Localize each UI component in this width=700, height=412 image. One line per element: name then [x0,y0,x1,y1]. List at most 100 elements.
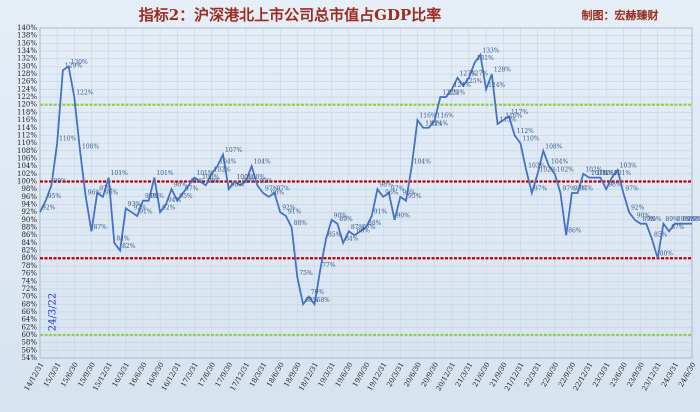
value-label: 68% [317,297,331,304]
value-label: 87% [93,224,107,231]
value-label: 97% [265,186,279,193]
value-label: 97% [276,186,290,193]
value-label: 112% [517,128,534,135]
value-label: 110% [522,136,539,143]
value-label: 103% [528,162,545,169]
value-label: 124% [454,82,471,89]
value-label: 100% [202,174,219,181]
y-tick-label: 100% [17,177,37,185]
value-label: 82% [122,243,136,250]
value-label: 102% [557,166,574,173]
value-label: 102% [585,166,602,173]
plot-frame [39,27,693,359]
y-tick-label: 102% [17,170,37,178]
value-label: 95% [48,193,62,200]
y-tick-label: 118% [17,108,37,116]
value-label: 101% [196,170,213,177]
value-label: 115% [500,116,517,123]
value-label: 99% [259,178,273,185]
value-label: 96% [105,189,119,196]
value-label: 97% [580,186,594,193]
value-label: 101% [597,170,614,177]
value-label: 114% [425,120,442,127]
y-tick-label: 138% [17,32,37,40]
value-label: 127% [460,70,477,77]
y-tick-label: 106% [17,154,37,162]
value-label: 97% [625,186,639,193]
value-label: 90% [334,212,348,219]
value-label: 99% [208,178,222,185]
value-label: 89% [648,216,662,223]
y-tick-label: 136% [17,39,37,47]
y-tick-label: 124% [17,85,37,93]
value-label: 101% [111,170,128,177]
value-label: 87% [351,224,365,231]
value-label: 124% [488,82,505,89]
y-tick-label: 98% [21,185,37,193]
value-label: 116% [437,113,454,120]
value-label: 102% [214,166,231,173]
value-label: 103% [620,162,637,169]
y-tick-label: 84% [21,239,37,247]
y-tick-label: 80% [21,254,37,262]
y-tick-label: 60% [21,331,37,339]
y-tick-label: 62% [21,323,37,331]
series-line [39,52,692,307]
value-label: 96% [88,189,102,196]
value-label: 108% [545,143,562,150]
value-label: 122% [76,90,93,97]
value-label: 98% [231,182,245,189]
y-tick-label: 88% [21,224,37,232]
y-tick-label: 56% [21,346,37,354]
y-tick-label: 64% [21,316,37,324]
value-label: 101% [614,170,631,177]
chart-title: 指标2：沪深港北上市公司总市值占GDP比率 [139,6,442,24]
value-label: 100% [236,174,253,181]
value-label: 96% [271,189,285,196]
y-tick-label: 94% [21,201,37,209]
y-tick-label: 76% [21,270,37,278]
value-label: 122% [448,90,465,97]
value-label: 104% [219,159,236,166]
y-tick-label: 86% [21,231,37,239]
value-label: 92% [134,205,148,212]
value-label: 116% [419,113,436,120]
value-label: 87% [362,224,376,231]
y-tick-label: 140% [17,24,37,32]
y-tick-label: 110% [17,139,37,147]
value-label: 87% [671,224,685,231]
value-label: 95% [151,193,165,200]
value-label: 101% [602,170,619,177]
y-tick-label: 72% [21,285,37,293]
value-label: 97% [185,186,199,193]
value-label: 91% [288,209,302,216]
y-tick-label: 82% [21,247,37,255]
value-label: 90% [397,212,411,219]
value-label: 104% [551,159,568,166]
y-tick-label: 126% [17,78,37,86]
value-label: 128% [494,67,511,74]
value-label: 94% [168,197,182,204]
value-label: 98% [174,182,188,189]
value-label: 77% [322,262,336,269]
value-label: 97% [534,186,548,193]
y-tick-label: 132% [17,55,37,63]
value-label: 91% [139,209,153,216]
value-label: 99% [53,178,67,185]
annotation: 24/3/22 [48,293,59,332]
value-label: 95% [145,193,159,200]
y-tick-label: 130% [17,62,37,70]
value-label: 68% [305,297,319,304]
y-tick-label: 96% [21,193,37,201]
value-label: 129% [65,63,82,70]
value-label: 88% [368,220,382,227]
value-label: 97% [99,186,113,193]
y-tick-label: 68% [21,300,37,308]
y-tick-label: 58% [21,339,37,347]
value-label: 88% [294,220,308,227]
value-label: 114% [431,120,448,127]
value-label: 92% [42,205,56,212]
value-label: 122% [442,90,459,97]
y-tick-label: 122% [17,93,37,101]
y-tick-label: 128% [17,70,37,78]
